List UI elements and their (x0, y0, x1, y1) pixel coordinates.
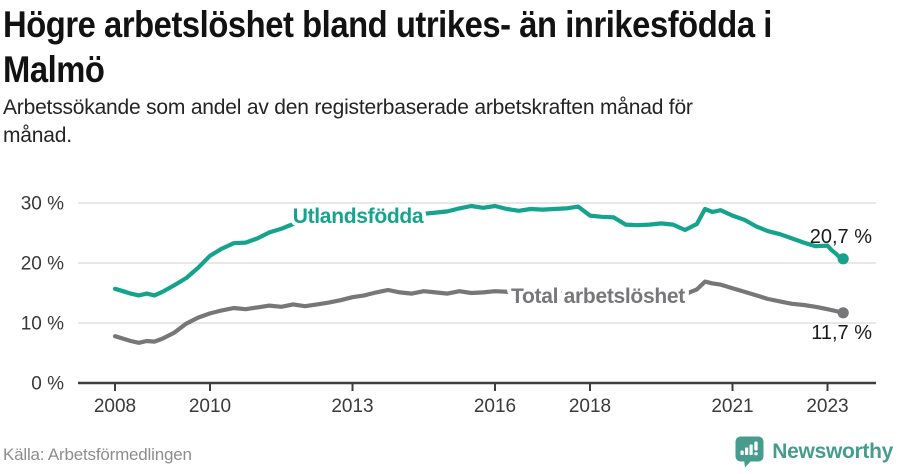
x-tick-label-2013: 2013 (331, 396, 373, 417)
series-line-total (112, 279, 846, 345)
x-tick-label-2010: 2010 (189, 396, 231, 417)
x-tick-label-2023: 2023 (806, 396, 848, 417)
page-title: Högre arbetslöshet bland utrikes- än inr… (3, 2, 772, 92)
newsworthy-wordmark: Newsworthy (772, 440, 893, 463)
source-note: Källa: Arbetsförmedlingen (3, 445, 192, 464)
title-line-1: Högre arbetslöshet bland utrikes- än inr… (3, 4, 772, 45)
end-value-label-utlandsfodda: 20,7 % (810, 226, 872, 248)
y-tick-label-10: 10 % (21, 314, 64, 335)
subtitle-line-1: Arbetssökande som andel av den registerb… (3, 96, 693, 119)
series-end-dot-total (837, 307, 849, 319)
x-tick-label-2021: 2021 (711, 396, 753, 417)
series-end-dot-utlandsfodda (837, 253, 849, 265)
x-tick-label-2016: 2016 (474, 396, 516, 417)
newsworthy-logo: Newsworthy (735, 436, 893, 468)
y-tick-label-20: 20 % (21, 254, 64, 275)
x-tick-label-2018: 2018 (569, 396, 611, 417)
series-label-total: Total arbetslöshet (511, 285, 685, 308)
subtitle-line-2: månad. (3, 124, 72, 147)
title-line-2: Malmö (3, 49, 105, 90)
end-value-label-total: 11,7 % (811, 322, 872, 344)
series-label-utlandsfodda: Utlandsfödda (293, 205, 424, 228)
chart-subtitle: Arbetssökande som andel av den registerb… (3, 94, 693, 150)
series-line-utlandsfodda (112, 203, 846, 298)
newsworthy-bubble-icon (735, 436, 764, 468)
y-tick-label-30: 30 % (21, 194, 64, 215)
y-tick-label-0: 0 % (31, 374, 64, 395)
x-tick-label-2008: 2008 (94, 396, 136, 417)
